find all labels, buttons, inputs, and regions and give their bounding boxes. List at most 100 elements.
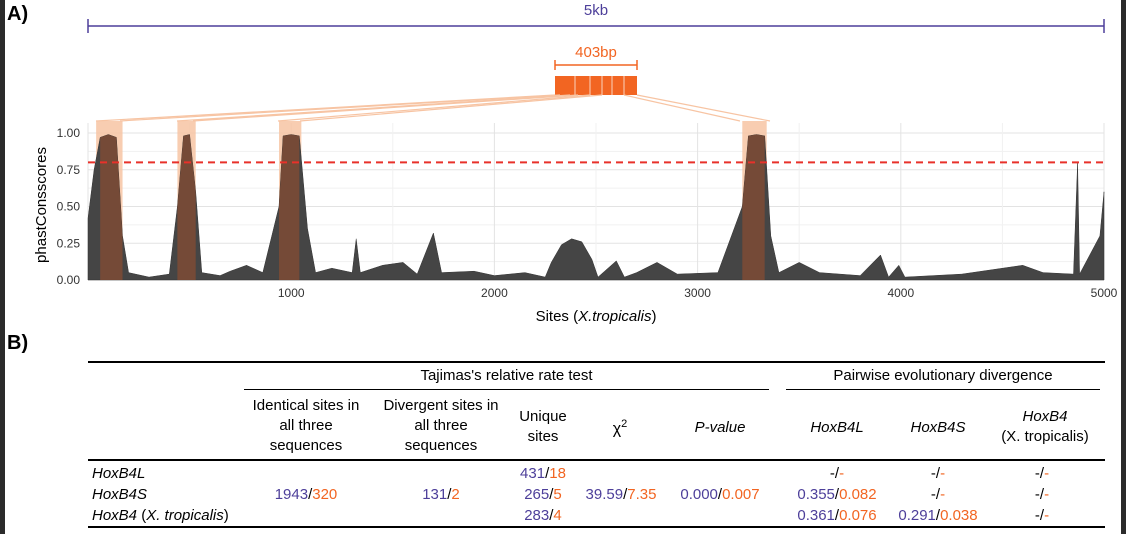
- scale-bar-403bp-label: 403bp: [575, 44, 617, 61]
- row-label-gene: HoxB4: [92, 507, 138, 524]
- connector-line: [176, 94, 571, 122]
- y-tick-label: 0.50: [57, 200, 81, 214]
- connector-lines: [95, 94, 771, 122]
- value-xenopus: 1943: [274, 486, 309, 503]
- cell-identical: 1943/320: [240, 486, 372, 503]
- col-header-pvalue: P-value: [694, 419, 746, 436]
- col-header-unique: Unique sites: [508, 407, 578, 447]
- slash: /: [545, 465, 550, 482]
- x-tick-label: 5000: [1091, 286, 1118, 300]
- cell-unique-row1: 431/18: [508, 465, 578, 482]
- slash: /: [717, 486, 723, 503]
- header-bottom-rule: [88, 459, 1105, 461]
- y-tick-label: 0.00: [57, 273, 81, 287]
- value-tajima-b: 0.076: [839, 507, 877, 524]
- dash: -: [1044, 486, 1050, 503]
- slash: /: [935, 465, 941, 482]
- col-header-divergent-line: all three: [414, 417, 468, 434]
- cell-div-r2-l: 0.355/0.082: [790, 486, 884, 503]
- dash: -: [1034, 486, 1040, 503]
- dash: -: [940, 465, 946, 482]
- dash: -: [940, 486, 946, 503]
- chi-symbol: χ: [612, 420, 622, 438]
- cell-div-r3-s: 0.291/0.038: [891, 507, 985, 524]
- table-top-rule: [88, 361, 1105, 363]
- value-xenopus: 131: [422, 486, 448, 503]
- value-tajima-b: 2: [451, 486, 460, 503]
- row-label-paren: (: [137, 507, 147, 524]
- tajima-group-rule: [244, 389, 769, 390]
- x-tick-label: 3000: [684, 286, 711, 300]
- slash: /: [1039, 486, 1045, 503]
- value-tajima-b: 18: [549, 465, 566, 482]
- row-label-species: X. tropicalis: [146, 507, 224, 524]
- col-header-hoxb4-tropicalis: HoxB4 (X. tropicalis): [990, 407, 1100, 447]
- x-tick-label: 2000: [481, 286, 508, 300]
- value-tajima-b: 5: [553, 486, 562, 503]
- col-header-unique-line: Unique: [519, 408, 567, 425]
- slash: /: [834, 486, 840, 503]
- dash: -: [1034, 465, 1040, 482]
- conserved-block: [555, 76, 637, 95]
- value-xenopus: 39.59: [585, 486, 624, 503]
- dash: -: [930, 486, 936, 503]
- cell-pvalue: 0.000/0.007: [670, 486, 770, 503]
- scale-bar-403bp: 403bp: [554, 44, 638, 70]
- panel-b-label: B): [7, 332, 29, 354]
- col-header-hoxb4l: HoxB4L: [810, 419, 864, 436]
- x-tick-label: 1000: [278, 286, 305, 300]
- col-header-hoxb4-gene: HoxB4: [1022, 408, 1068, 425]
- cell-div-r3-l: 0.361/0.076: [790, 507, 884, 524]
- conserved-region-area: [177, 134, 196, 280]
- value-xenopus: 0.355: [797, 486, 835, 503]
- y-tick-label: 0.25: [57, 236, 81, 250]
- cell-div-r2-s: -/-: [896, 486, 980, 503]
- connector-line: [277, 94, 591, 122]
- value-tajima-b: 0.082: [839, 486, 877, 503]
- slash: /: [834, 507, 840, 524]
- connector-line: [119, 94, 561, 122]
- slash: /: [623, 486, 628, 503]
- value-tajima-b: 320: [312, 486, 338, 503]
- connector-line: [636, 94, 771, 122]
- dash: -: [1034, 507, 1040, 524]
- connector-line: [299, 94, 603, 122]
- group-header-pairwise: Pairwise evolutionary divergence: [833, 367, 1053, 384]
- col-header-hoxb4s: HoxB4S: [910, 419, 966, 436]
- value-xenopus: 265: [524, 486, 550, 503]
- cell-unique-row2: 265/5: [508, 486, 578, 503]
- cell-unique-row3: 283/4: [508, 507, 578, 524]
- dash: -: [1044, 465, 1050, 482]
- slash: /: [308, 486, 313, 503]
- slash: /: [549, 486, 554, 503]
- cell-chi-square: 39.59/7.35: [578, 486, 664, 503]
- connector-line: [192, 94, 579, 122]
- panel-a-label: A): [7, 3, 29, 25]
- value-xenopus: 0.361: [797, 507, 835, 524]
- cell-div-r1-s: -/-: [896, 465, 980, 482]
- value-xenopus: 283: [524, 507, 550, 524]
- value-xenopus: 0.291: [898, 507, 936, 524]
- cell-div-r2-t: -/-: [1000, 486, 1084, 503]
- conserved-region-area: [279, 134, 300, 280]
- dash: -: [1044, 507, 1050, 524]
- cell-div-r1-l: -/-: [795, 465, 879, 482]
- col-header-identical-line: all three: [279, 417, 333, 434]
- cell-divergent: 131/2: [374, 486, 508, 503]
- slash: /: [935, 486, 941, 503]
- col-header-identical-line: Identical sites in: [252, 397, 360, 414]
- cell-div-r1-t: -/-: [1000, 465, 1084, 482]
- conserved-region-area: [100, 134, 123, 280]
- slash: /: [1039, 507, 1045, 524]
- row-label-hoxb4l: HoxB4L: [92, 465, 146, 482]
- y-tick-label: 1.00: [57, 126, 81, 140]
- scale-bar-5kb: 5kb: [87, 2, 1105, 33]
- value-tajima-b: 0.038: [940, 507, 978, 524]
- col-header-identical: Identical sites in all three sequences: [240, 396, 372, 456]
- pairwise-group-rule: [786, 389, 1100, 390]
- x-axis-label-species: X.tropicalis: [577, 308, 652, 325]
- dash: -: [930, 465, 936, 482]
- col-header-identical-line: sequences: [269, 437, 343, 454]
- y-axis-label: phastConsscores: [33, 147, 50, 263]
